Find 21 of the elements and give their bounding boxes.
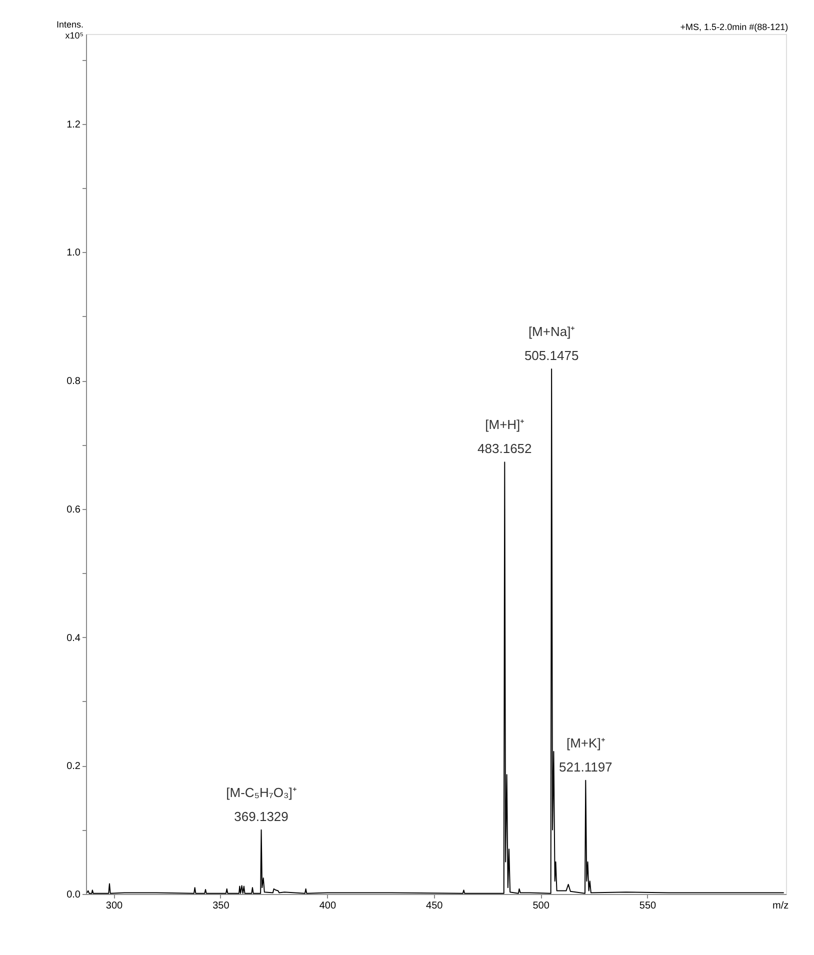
x-tick-label: 450	[426, 900, 444, 912]
x-tick-label: 500	[532, 900, 550, 912]
y-tick-label: 0.0	[66, 890, 81, 900]
annotation: [M+Na]⁺ 505.1475	[524, 324, 579, 364]
y-tick-label: 0.4	[66, 632, 81, 644]
x-axis-title: m/z	[772, 900, 789, 912]
x-tick-label: 550	[639, 900, 657, 912]
chart-title: +MS, 1.5-2.0min #(88-121)	[680, 22, 788, 32]
y-axis-title: Intens. x10⁵	[56, 20, 84, 40]
line-series	[86, 368, 784, 894]
x-tick-label: 300	[106, 900, 124, 912]
y-tick-label: 0.6	[66, 504, 81, 516]
y-tick-label: 1.0	[66, 248, 81, 259]
y-tick-label: 0.8	[66, 376, 81, 388]
annotation: [M-C₅H₇O₃]⁺ 369.1329	[226, 784, 296, 824]
annotation: [M+K]⁺ 521.1197	[559, 735, 612, 774]
y-tick-label: 1.2	[66, 119, 81, 130]
x-tick-label: 350	[212, 900, 230, 912]
y-tick-label: 0.2	[66, 761, 81, 772]
annotation: [M+H]⁺ 483.1652	[478, 417, 532, 456]
x-tick-label: 400	[319, 900, 336, 912]
